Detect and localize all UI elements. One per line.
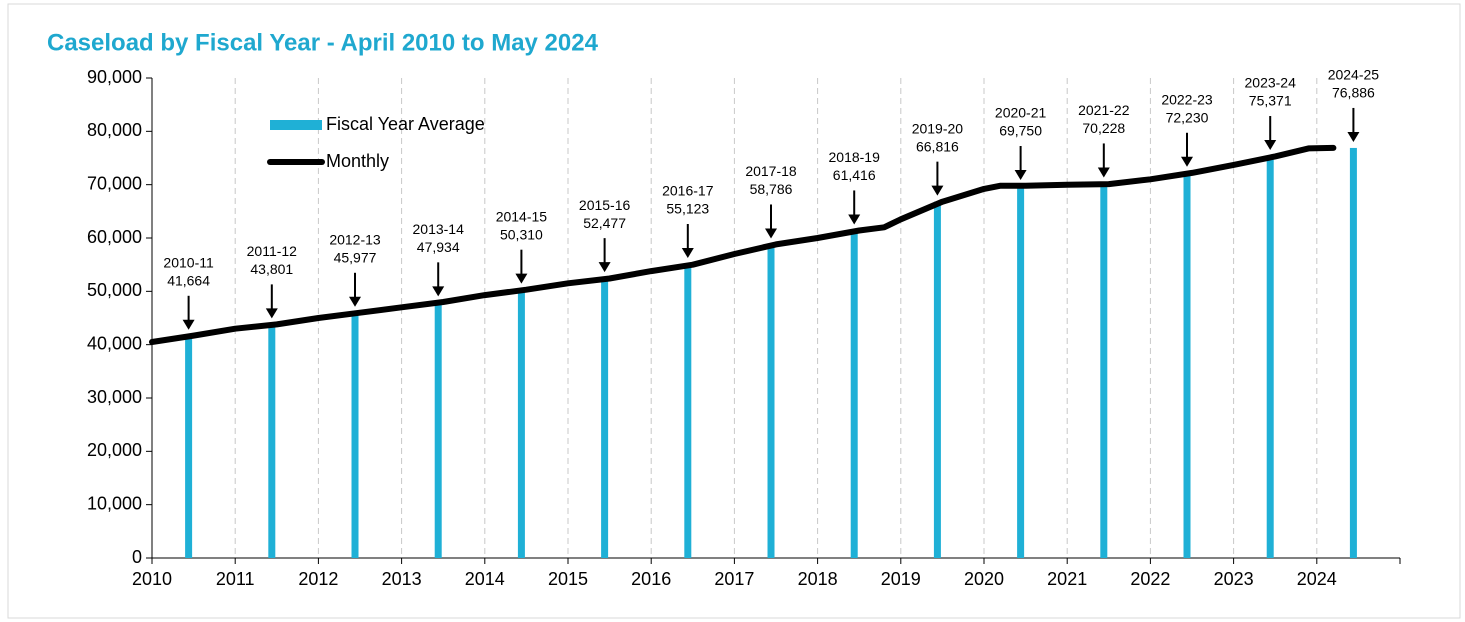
bar [268, 324, 276, 558]
x-tick-label: 2022 [1130, 569, 1170, 589]
annotation-year: 2012-13 [329, 231, 381, 247]
y-tick-label: 60,000 [87, 227, 142, 247]
bar [601, 278, 609, 558]
annotation-year: 2022-23 [1161, 91, 1213, 107]
x-tick-label: 2018 [798, 569, 838, 589]
arrow-head [1264, 140, 1277, 151]
annotation-value: 69,750 [999, 123, 1042, 139]
arrow-head [1347, 131, 1360, 142]
arrow-head [265, 308, 278, 319]
annotation-year: 2010-11 [163, 254, 214, 270]
y-tick-label: 70,000 [87, 173, 142, 193]
bar [850, 230, 858, 558]
arrow-head [765, 228, 778, 239]
arrow-head [515, 273, 528, 284]
x-tick-label: 2010 [132, 569, 172, 589]
annotation-value: 75,371 [1249, 93, 1292, 109]
x-tick-label: 2012 [298, 569, 338, 589]
x-tick-label: 2013 [382, 569, 422, 589]
annotation-year: 2021-22 [1078, 102, 1130, 118]
annotation-year: 2019-20 [912, 120, 964, 136]
annotation-value: 76,886 [1332, 85, 1375, 101]
y-tick-label: 40,000 [87, 333, 142, 353]
annotation-year: 2020-21 [995, 105, 1047, 121]
annotation-value: 58,786 [750, 181, 793, 197]
annotation-year: 2018-19 [829, 149, 881, 165]
annotation-year: 2014-15 [496, 208, 548, 224]
bar [517, 289, 525, 558]
frame [7, 3, 1461, 619]
legend-label: Monthly [326, 151, 389, 171]
arrow-head [349, 296, 362, 307]
x-tick-label: 2021 [1047, 569, 1087, 589]
annotation-year: 2024-25 [1328, 67, 1380, 83]
annotation-year: 2016-17 [662, 183, 714, 199]
annotation-value: 70,228 [1082, 120, 1125, 136]
bar [1100, 183, 1108, 558]
annotation-value: 72,230 [1166, 109, 1209, 125]
bar [1266, 156, 1274, 558]
x-tick-label: 2024 [1297, 569, 1337, 589]
annotation-value: 43,801 [250, 261, 293, 277]
x-tick-label: 2014 [465, 569, 505, 589]
y-tick-label: 0 [132, 547, 142, 567]
x-tick-label: 2016 [631, 569, 671, 589]
line [149, 144, 1337, 345]
arrow-head [1097, 167, 1110, 178]
arrow-head [931, 185, 944, 196]
x-tick-label: 2011 [216, 569, 255, 589]
y-tick-label: 20,000 [87, 440, 142, 460]
annotation-value: 41,664 [167, 272, 210, 288]
legend-swatch [270, 120, 322, 130]
x-tick-label: 2023 [1214, 569, 1254, 589]
annotation-value: 50,310 [500, 226, 543, 242]
bar [185, 335, 193, 558]
arrow-head [598, 262, 611, 273]
annotation-year: 2017-18 [745, 163, 797, 179]
arrow-head [182, 319, 195, 330]
bar [933, 201, 941, 558]
x-tick-label: 2015 [548, 569, 588, 589]
bar [767, 244, 775, 558]
annotation-value: 66,816 [916, 138, 959, 154]
annotation-value: 45,977 [334, 249, 377, 265]
y-tick-label: 10,000 [87, 493, 142, 513]
annotation-year: 2013-14 [413, 221, 465, 237]
arrow-head [1181, 156, 1194, 167]
x-tick-label: 2020 [964, 569, 1004, 589]
y-tick-label: 80,000 [87, 120, 142, 140]
chart-title: Caseload by Fiscal Year - April 2010 to … [47, 29, 599, 56]
bar [1017, 186, 1025, 558]
y-tick-label: 90,000 [87, 67, 142, 87]
bar [351, 312, 359, 558]
arrow-head [432, 286, 445, 297]
annotation-value: 52,477 [583, 215, 626, 231]
y-tick-label: 50,000 [87, 280, 142, 300]
annotation-value: 61,416 [833, 167, 876, 183]
bar [1183, 172, 1191, 559]
annotation-value: 47,934 [417, 239, 460, 255]
annotation-year: 2015-16 [579, 197, 631, 213]
arrow-head [681, 248, 694, 259]
x-tick-label: 2017 [714, 569, 754, 589]
annotation-value: 55,123 [666, 201, 709, 217]
bar [684, 264, 692, 558]
arrow-head [1014, 170, 1027, 180]
annotation-year: 2023-24 [1245, 75, 1297, 91]
x-tick-label: 2019 [881, 569, 921, 589]
bar [434, 302, 442, 558]
arrow-head [848, 214, 861, 225]
legend-label: Fiscal Year Average [326, 114, 485, 134]
bar [1349, 147, 1357, 558]
y-tick-label: 30,000 [87, 387, 142, 407]
annotation-year: 2011-12 [247, 243, 298, 259]
